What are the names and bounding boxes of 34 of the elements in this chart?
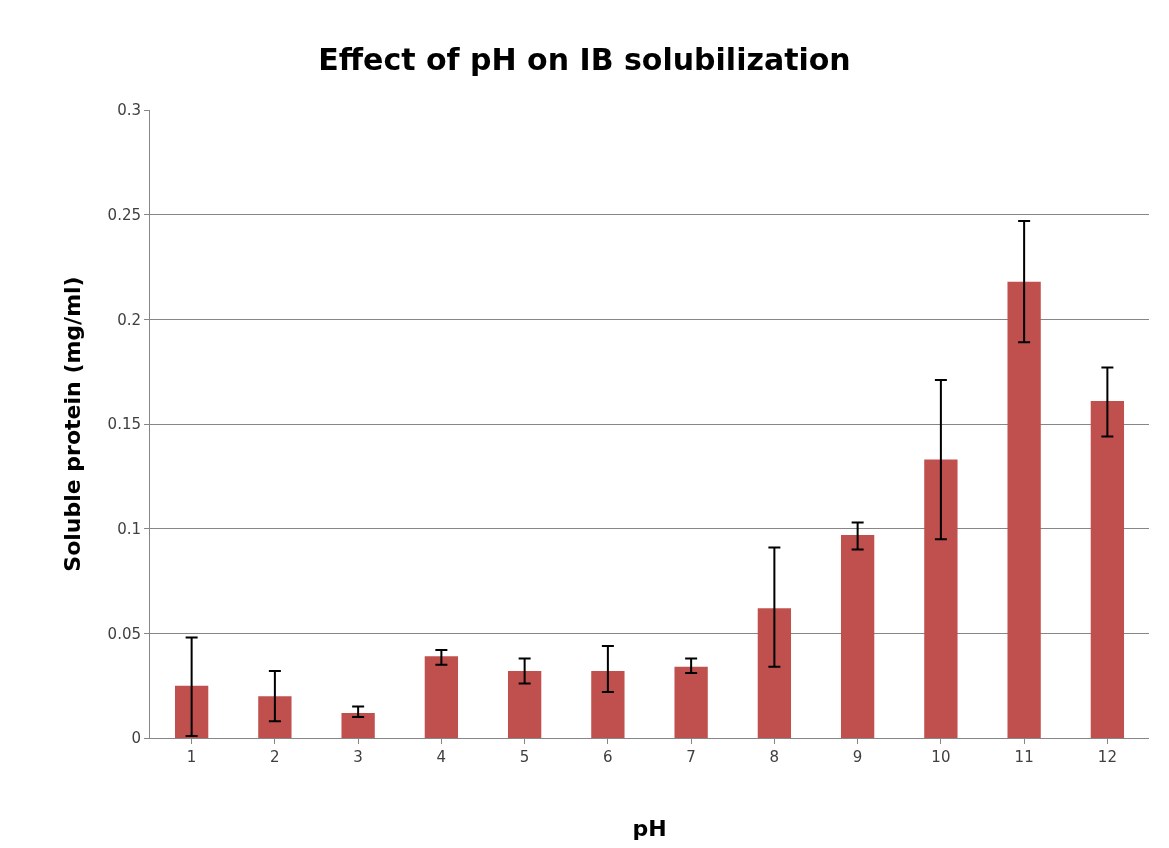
y-tick-label: 0.2: [117, 310, 141, 329]
bar: [258, 696, 292, 738]
y-tick-label: 0.15: [107, 415, 141, 434]
y-tick-label: 0: [131, 729, 141, 748]
x-tick-label: 5: [519, 748, 530, 766]
bar: [424, 656, 459, 738]
bar: [924, 459, 958, 738]
x-tick-label: 7: [686, 748, 696, 766]
x-tick-label: 12: [1097, 748, 1117, 766]
y-tick-label: 0.25: [107, 205, 141, 224]
x-tick-label: 4: [436, 748, 447, 766]
y-tick-label: 0.1: [117, 519, 141, 538]
bar: [591, 671, 625, 738]
x-tick-label: 9: [852, 748, 863, 766]
x-tick-label: 11: [1014, 748, 1034, 766]
x-tick-label: 1: [186, 748, 197, 766]
x-tick-label: 8: [769, 748, 780, 766]
bar: [674, 666, 708, 738]
x-tick-label: 3: [353, 748, 363, 766]
x-tick-label: 2: [270, 748, 280, 766]
bar: [840, 534, 875, 738]
x-axis-title: pH: [632, 815, 667, 841]
bar: [1007, 281, 1041, 738]
y-tick-label: 0.05: [107, 624, 141, 643]
bar: [341, 712, 375, 738]
y-axis-title: Soluble protein (mg/ml): [60, 276, 86, 572]
bar: [507, 671, 542, 738]
x-tick-label: 6: [603, 748, 613, 766]
bar: [1090, 400, 1125, 738]
x-tick-label: 10: [931, 748, 951, 766]
y-tick-label: 0.3: [117, 101, 141, 120]
bar: [174, 685, 209, 738]
chart-title: Effect of pH on IB solubilization: [318, 41, 851, 77]
bar: [757, 608, 792, 738]
